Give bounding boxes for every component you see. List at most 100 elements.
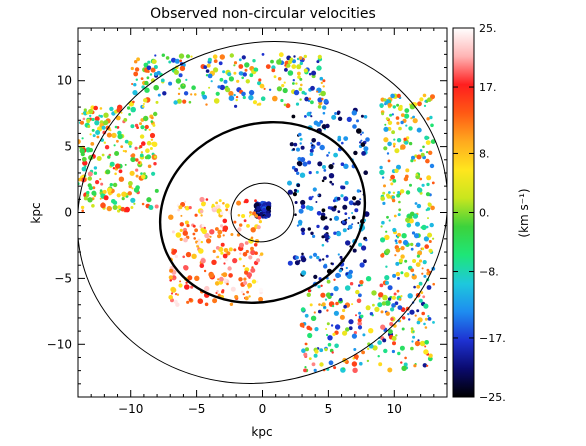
velocity-pixel — [139, 134, 145, 139]
velocity-pixel — [151, 59, 157, 64]
velocity-pixel — [287, 70, 294, 76]
velocity-pixel — [384, 275, 390, 281]
velocity-pixel — [390, 182, 394, 186]
velocity-pixel — [220, 251, 224, 255]
velocity-pixel — [320, 90, 326, 97]
velocity-pixel — [342, 367, 345, 370]
velocity-pixel — [323, 176, 327, 181]
velocity-pixel — [398, 258, 403, 263]
velocity-pixel — [298, 208, 304, 214]
velocity-pixel — [391, 195, 395, 199]
velocity-pixel — [238, 257, 242, 261]
velocity-pixel — [123, 118, 128, 122]
velocity-pixel — [410, 268, 415, 273]
velocity-pixel — [321, 97, 324, 101]
ellipse-inner — [230, 182, 295, 243]
velocity-pixel — [134, 60, 138, 64]
velocity-pixel — [79, 148, 85, 154]
velocity-pixel — [87, 176, 93, 181]
velocity-pixel — [153, 155, 157, 159]
velocity-pixel — [291, 142, 294, 145]
velocity-pixel — [243, 280, 248, 286]
velocity-pixel — [336, 231, 342, 237]
velocity-pixel — [399, 189, 405, 194]
velocity-pixel — [333, 366, 337, 370]
velocity-pixel — [308, 171, 312, 175]
velocity-pixel — [309, 303, 313, 307]
velocity-pixel — [323, 98, 329, 104]
velocity-pixel — [317, 285, 321, 289]
velocity-pixel — [260, 252, 264, 256]
velocity-pixel — [300, 199, 306, 206]
velocity-pixel — [199, 263, 205, 269]
velocity-pixel — [360, 139, 363, 142]
velocity-pixel — [310, 100, 314, 105]
velocity-pixel — [394, 148, 400, 154]
velocity-pixel — [229, 53, 234, 58]
velocity-pixel — [388, 329, 393, 335]
velocity-pixel — [258, 287, 264, 293]
velocity-pixel — [228, 273, 233, 278]
velocity-pixel — [333, 231, 337, 235]
velocity-pixel — [179, 222, 184, 227]
velocity-pixel — [342, 228, 347, 233]
velocity-pixel — [216, 290, 219, 293]
velocity-pixel — [228, 90, 234, 97]
velocity-pixel — [256, 225, 261, 230]
x-tick-label: 0 — [259, 402, 267, 416]
velocity-pixel — [234, 104, 238, 108]
velocity-pixel — [386, 152, 390, 155]
velocity-pixel — [430, 98, 433, 101]
velocity-pixel — [329, 218, 333, 221]
velocity-pixel — [153, 162, 157, 166]
velocity-pixel — [424, 317, 428, 321]
velocity-pixel — [390, 174, 395, 180]
velocity-pixel — [210, 80, 213, 83]
velocity-pixel — [317, 194, 320, 197]
velocity-pixel — [266, 213, 271, 218]
velocity-pixel — [238, 64, 244, 69]
velocity-pixel — [192, 224, 196, 228]
velocity-pixel — [154, 188, 159, 193]
velocity-pixel — [319, 76, 324, 81]
velocity-pixel — [299, 98, 302, 101]
velocity-pixel — [253, 67, 258, 72]
velocity-pixel — [322, 165, 326, 169]
velocity-pixel — [205, 198, 209, 201]
velocity-pixel — [299, 322, 305, 328]
velocity-pixel — [86, 111, 90, 115]
velocity-pixel — [416, 284, 421, 289]
velocity-pixel — [207, 73, 213, 79]
velocity-pixel — [423, 303, 429, 309]
velocity-pixel — [298, 132, 302, 137]
velocity-pixel — [143, 172, 146, 176]
velocity-pixel — [179, 228, 183, 232]
velocity-pixel — [415, 221, 420, 227]
velocity-pixel — [146, 140, 152, 146]
velocity-pixel — [219, 54, 225, 60]
velocity-pixel — [116, 139, 119, 143]
velocity-pixel — [389, 178, 392, 182]
velocity-pixel — [139, 153, 144, 158]
velocity-pixel — [228, 247, 233, 252]
velocity-pixel — [359, 198, 362, 201]
velocity-pixel — [139, 122, 142, 126]
velocity-pixel — [311, 144, 314, 147]
velocity-pixel — [179, 237, 183, 241]
velocity-pixel — [395, 241, 398, 245]
velocity-pixel — [196, 244, 200, 248]
velocity-pixel — [224, 258, 229, 262]
velocity-pixel — [351, 215, 356, 220]
velocity-pixel — [414, 314, 417, 317]
velocity-pixel — [148, 205, 154, 210]
velocity-pixel — [342, 204, 348, 210]
velocity-pixel — [208, 272, 215, 278]
velocity-pixel — [99, 120, 104, 124]
velocity-pixel — [144, 80, 149, 86]
velocity-pixel — [233, 220, 237, 224]
velocity-pixel — [396, 289, 400, 293]
velocity-pixel — [98, 114, 101, 117]
velocity-pixel — [377, 340, 382, 345]
velocity-pixel — [415, 242, 421, 248]
velocity-pixel — [400, 271, 404, 275]
